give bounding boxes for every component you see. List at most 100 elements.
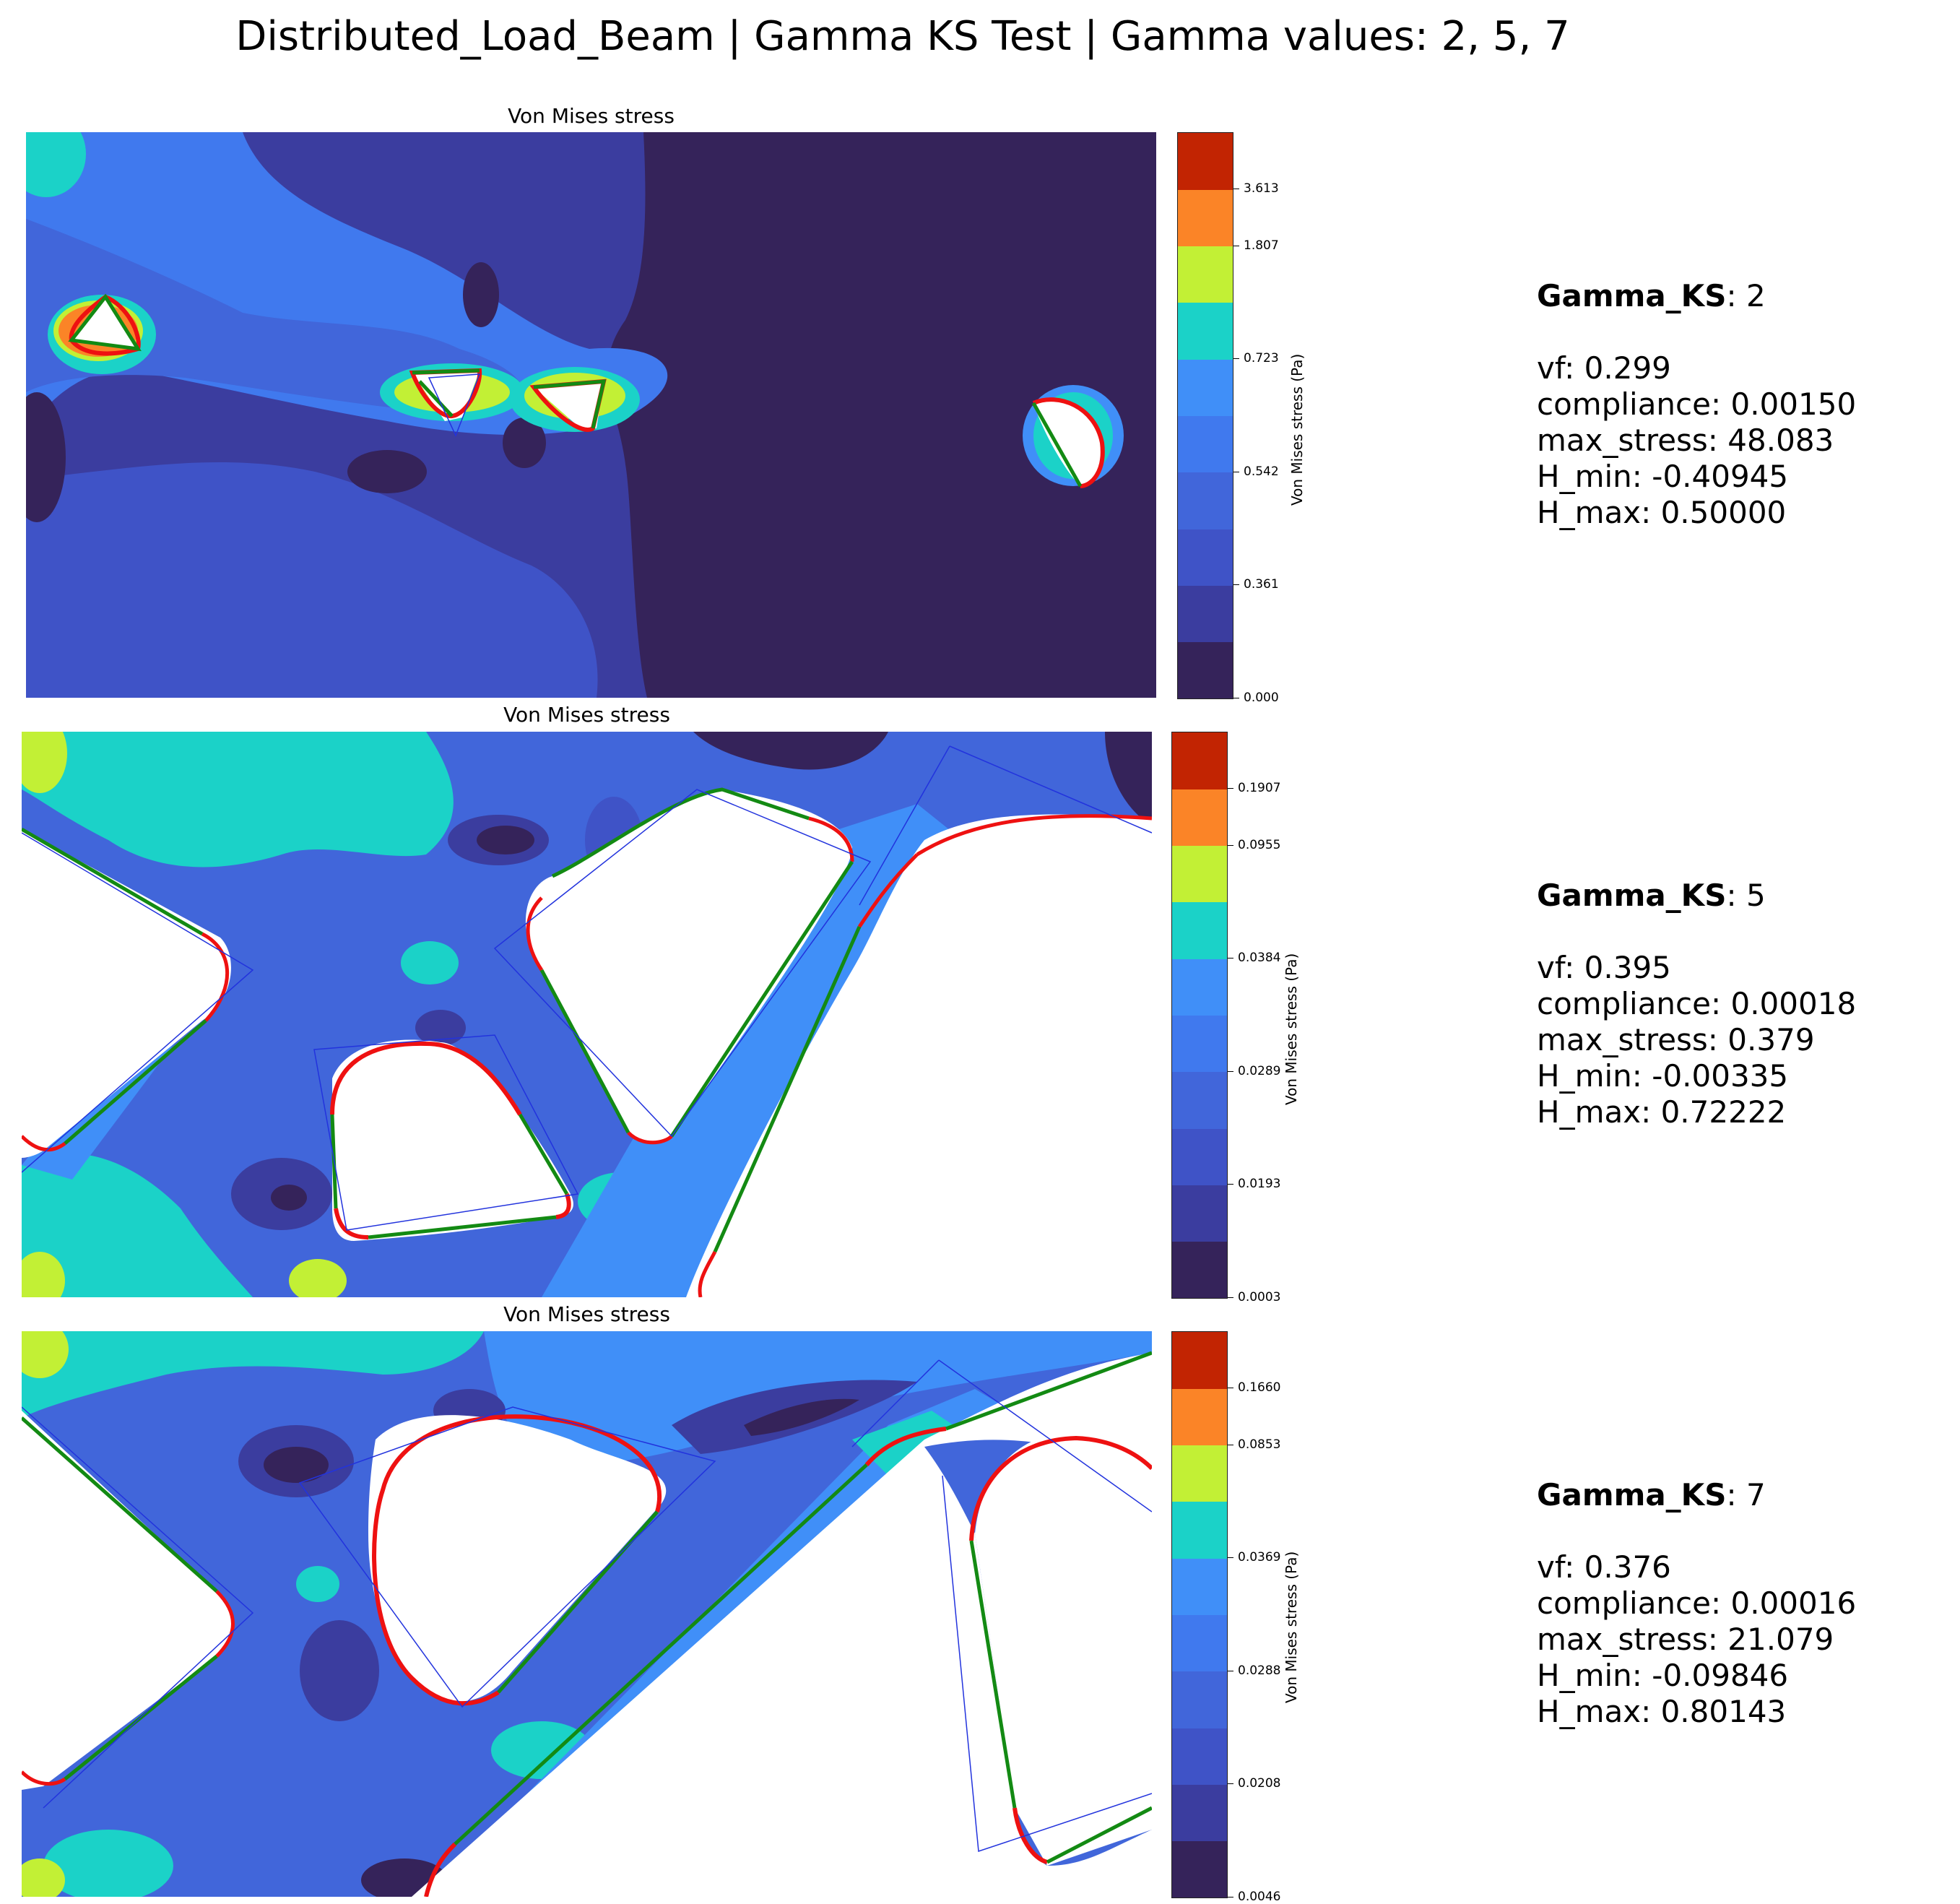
info-h-min: H_min: -0.09846 (1537, 1658, 1789, 1693)
colorbar-band (1172, 1071, 1227, 1129)
colorbar-band (1172, 1501, 1227, 1559)
boundary-straight (497, 1510, 659, 1694)
colorbar-band (1178, 359, 1233, 416)
gamma-ks-value: : 7 (1726, 1477, 1766, 1513)
colorbar-tick-label: 0.1907 (1238, 781, 1281, 796)
colorbar-band (1172, 1332, 1227, 1389)
colorbar-tick-label: 3.613 (1244, 181, 1279, 196)
gamma-ks-value: : 2 (1726, 278, 1766, 313)
colorbar-band (1172, 1614, 1227, 1672)
gamma-ks-key: Gamma_KS (1537, 878, 1727, 913)
colorbar-band (1172, 1784, 1227, 1842)
panel-1-colorbar-label: Von Mises stress (Pa) (1288, 353, 1306, 506)
boundary-straight (454, 1351, 1152, 1864)
colorbar-tick-label: 0.0193 (1238, 1177, 1281, 1192)
panel-1-title: Von Mises stress (508, 104, 675, 128)
panel-2-colorbar (1171, 732, 1228, 1299)
boundary-smooth (330, 1041, 571, 1239)
colorbar-tick-label: 0.723 (1244, 351, 1279, 366)
boundary-straight (539, 787, 854, 1138)
colorbar-tick-mark (1228, 958, 1233, 959)
boundary-straight (22, 827, 207, 1145)
colorbar-band (1172, 789, 1227, 847)
stress-spot-dark (463, 262, 499, 327)
stress-strut-light (542, 804, 953, 1297)
colorbar-band (1172, 901, 1227, 959)
colorbar-tick-label: 0.0853 (1238, 1437, 1281, 1452)
info-vf: vf: 0.376 (1537, 1549, 1671, 1585)
boundary-smooth (1032, 397, 1105, 488)
gamma-ks-value: : 5 (1726, 878, 1766, 913)
colorbar-tick-label: 0.0289 (1238, 1063, 1281, 1078)
stress-spot-dark (503, 417, 546, 468)
stress-band-mid-2 (26, 462, 598, 698)
colorbar-band (1172, 959, 1227, 1016)
colorbar-tick-label: 0.0369 (1238, 1550, 1281, 1565)
stress-spot-dark (300, 1620, 379, 1721)
void-hole (71, 297, 138, 349)
colorbar-band (1178, 641, 1233, 699)
boundary-smooth (526, 816, 854, 1145)
colorbar-band (1172, 1445, 1227, 1502)
void-hole (368, 1415, 667, 1702)
stress-strut-cyan (852, 1411, 953, 1476)
boundary-smooth (22, 932, 230, 1152)
panel-2-colorbar-label: Von Mises stress (Pa) (1283, 953, 1300, 1105)
stress-spot-dark (347, 450, 427, 493)
boundary-straight (533, 379, 607, 429)
panel-3-colorbar (1171, 1331, 1228, 1898)
colorbar-tick-mark (1228, 844, 1233, 846)
stress-spot-dark (264, 1447, 329, 1483)
colorbar-tick-label: 0.0046 (1238, 1890, 1281, 1904)
stress-band-dark (1105, 732, 1152, 826)
colorbar-band (1172, 1728, 1227, 1785)
panel-3-stress-field (22, 1331, 1152, 1897)
boundary-smooth (69, 294, 141, 356)
stress-band-cyan-bottom (22, 1153, 253, 1297)
skeleton-outline (22, 745, 1152, 1231)
colorbar-band (1172, 732, 1227, 789)
void-hole (686, 814, 1152, 1297)
info-compliance: compliance: 0.00150 (1537, 386, 1857, 422)
colorbar-band (1178, 529, 1233, 586)
panel-2-info: Gamma_KS: 5 vf: 0.395 compliance: 0.0001… (1537, 878, 1856, 1130)
stress-band-cyan-top (22, 1331, 484, 1418)
colorbar-band (1172, 1671, 1227, 1728)
info-max-stress: max_stress: 21.079 (1537, 1622, 1834, 1657)
colorbar-tick-label: 0.1660 (1238, 1380, 1281, 1395)
colorbar-band (1178, 585, 1233, 643)
colorbar-tick-mark (1228, 1783, 1233, 1785)
colorbar-band (1172, 1241, 1227, 1299)
gamma-ks-key: Gamma_KS (1537, 1477, 1727, 1513)
panel-3-title: Von Mises stress (503, 1302, 670, 1326)
boundary-smooth (372, 1414, 662, 1706)
panel-1-stress-field (26, 132, 1156, 698)
colorbar-band (1172, 1015, 1227, 1073)
boundary-straight (1031, 402, 1083, 488)
stress-band-dark-right (607, 132, 1156, 698)
stress-spot-cyan (401, 941, 459, 985)
colorbar-tick-label: 0.542 (1244, 464, 1279, 479)
panel-2-stress-plot (22, 732, 1152, 1297)
boundary-smooth (424, 1427, 1152, 1897)
info-compliance: compliance: 0.00016 (1537, 1585, 1857, 1621)
void-hole (22, 829, 231, 1158)
colorbar-band (1172, 1185, 1227, 1242)
boundary-smooth (529, 378, 607, 432)
info-h-min: H_min: -0.40945 (1537, 459, 1789, 494)
void-hole (534, 381, 604, 430)
gamma-ks-key: Gamma_KS (1537, 278, 1727, 313)
colorbar-band (1178, 189, 1233, 247)
colorbar-tick-label: 0.0384 (1238, 951, 1281, 966)
panel-2-stress-field (22, 732, 1152, 1297)
void-hole (22, 1411, 233, 1790)
colorbar-band (1172, 845, 1227, 903)
colorbar-tick-mark (1228, 1070, 1233, 1072)
stress-band-dark (693, 732, 888, 770)
colorbar-band (1172, 1128, 1227, 1185)
info-vf: vf: 0.299 (1537, 350, 1671, 386)
colorbar-band (1178, 246, 1233, 303)
info-h-max: H_max: 0.50000 (1537, 495, 1787, 530)
colorbar-band (1178, 472, 1233, 529)
colorbar-tick-label: 0.0003 (1238, 1290, 1281, 1304)
